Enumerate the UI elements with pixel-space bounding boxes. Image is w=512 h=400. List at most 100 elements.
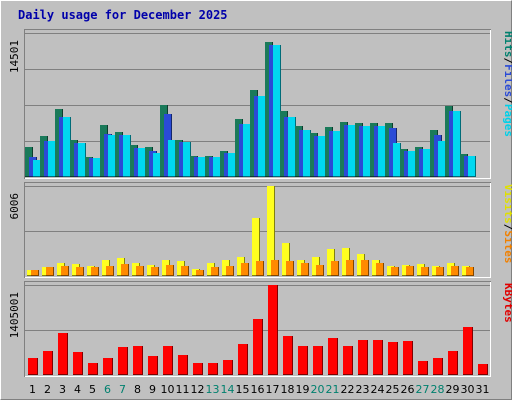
bar-files-18-fill	[284, 117, 291, 176]
bar-sites-18-fill	[286, 261, 293, 275]
bar-files-2-fill	[44, 141, 51, 176]
bar-sites-16-fill	[256, 261, 263, 275]
bar-pages-17-fill	[273, 45, 280, 176]
bar-kbytes-16	[253, 319, 263, 375]
bar-hits-9-fill	[145, 147, 152, 176]
bar-files-5-fill	[89, 158, 96, 176]
day-label-19: 19	[296, 383, 310, 396]
day-label-13: 13	[206, 383, 220, 396]
bar-visits-12-fill	[192, 269, 199, 275]
bar-sites-27	[421, 267, 429, 276]
bar-sites-30-fill	[466, 267, 473, 275]
bar-kbytes-23	[358, 340, 368, 375]
bar-sites-1	[31, 270, 39, 276]
bar-visits-30-fill	[462, 266, 469, 275]
bar-files-21-fill	[329, 131, 336, 176]
bar-kbytes-26-fill	[403, 341, 412, 374]
bar-pages-10	[168, 140, 176, 177]
bar-kbytes-10-fill	[163, 346, 172, 374]
chart-panels: 14501Hits/Files/Pages6006Visits/Sites140…	[8, 29, 512, 377]
bar-visits-27-fill	[417, 264, 424, 275]
day-label-22: 22	[341, 383, 355, 396]
bar-files-27-fill	[419, 149, 426, 176]
side-legend: KBytes	[502, 283, 512, 323]
bar-sites-1-fill	[31, 270, 38, 275]
bar-hits-10-fill	[160, 105, 167, 176]
bar-files-3-fill	[59, 117, 66, 176]
day-label-30: 30	[461, 383, 475, 396]
bar-hits-11-fill	[175, 140, 182, 176]
y-max-label: 6006	[8, 193, 21, 220]
bar-pages-4	[78, 143, 86, 177]
bar-kbytes-6	[103, 358, 113, 375]
bar-pages-23	[363, 126, 371, 177]
bar-hits-4-fill	[70, 140, 77, 176]
bar-pages-23-fill	[363, 126, 370, 176]
side-legend-1: /	[502, 224, 512, 231]
bar-kbytes-20	[313, 346, 323, 375]
bar-pages-19-fill	[303, 130, 310, 176]
day-label-18: 18	[281, 383, 295, 396]
day-label-17: 17	[266, 383, 280, 396]
bar-hits-27-fill	[415, 147, 422, 176]
bar-kbytes-5-fill	[88, 363, 97, 374]
bar-sites-7	[121, 264, 129, 276]
bar-sites-22-fill	[346, 260, 353, 275]
bar-pages-18-fill	[288, 117, 295, 176]
bar-kbytes-12-fill	[193, 363, 202, 374]
bar-pages-19	[303, 130, 311, 177]
bar-pages-13	[213, 157, 221, 177]
bar-kbytes-24-fill	[373, 340, 382, 374]
bar-kbytes-19	[298, 346, 308, 375]
y-max-label: 1405001	[8, 292, 21, 338]
bar-pages-7-fill	[123, 135, 130, 176]
bar-kbytes-30-fill	[463, 327, 472, 374]
bar-pages-29-fill	[453, 111, 460, 176]
bar-visits-18-fill	[282, 243, 289, 275]
bar-hits-5-fill	[85, 157, 92, 176]
bar-kbytes-4	[73, 352, 83, 375]
bar-pages-8	[138, 148, 146, 177]
bar-files-16-fill	[254, 96, 261, 176]
side-legend: Hits/Files/Pages	[502, 31, 512, 137]
bar-pages-1	[33, 160, 41, 177]
bar-hits-20-fill	[310, 133, 317, 176]
bar-files-13-fill	[209, 157, 216, 176]
bar-visits-15-fill	[237, 257, 244, 275]
bar-sites-11-fill	[181, 266, 188, 275]
bar-pages-28	[438, 141, 446, 177]
bar-visits-21-fill	[327, 249, 334, 275]
bar-visits-14-fill	[222, 260, 229, 275]
bar-kbytes-25	[388, 342, 398, 375]
bar-files-20-fill	[314, 136, 321, 176]
side-legend-0: Hits	[502, 31, 512, 58]
chart-title: Daily usage for December 2025	[18, 8, 228, 22]
bar-sites-29-fill	[451, 266, 458, 275]
bar-files-8-fill	[134, 148, 141, 176]
bar-sites-3	[61, 266, 69, 276]
bar-pages-22-fill	[348, 125, 355, 176]
bar-sites-21-fill	[331, 261, 338, 275]
bar-pages-24	[378, 126, 386, 177]
day-label-10: 10	[161, 383, 175, 396]
day-label-6: 6	[104, 383, 111, 396]
bar-visits-17	[267, 186, 275, 276]
side-legend-0: KBytes	[502, 283, 512, 323]
bar-sites-19-fill	[301, 263, 308, 275]
bar-kbytes-31-fill	[478, 364, 487, 374]
bar-visits-6-fill	[102, 260, 109, 275]
day-label-1: 1	[29, 383, 36, 396]
bar-sites-2-fill	[46, 267, 53, 275]
bar-kbytes-18	[283, 336, 293, 375]
bar-pages-14	[228, 153, 236, 177]
bar-pages-30-fill	[468, 156, 475, 176]
bar-pages-29	[453, 111, 461, 177]
bar-kbytes-29	[448, 351, 458, 375]
bar-pages-25-fill	[393, 143, 400, 176]
bar-kbytes-3-fill	[58, 333, 67, 374]
bar-hits-23-fill	[355, 123, 362, 176]
bar-sites-16	[256, 261, 264, 276]
bar-kbytes-14	[223, 360, 233, 375]
bar-kbytes-19-fill	[298, 346, 307, 374]
bar-sites-8	[136, 266, 144, 276]
